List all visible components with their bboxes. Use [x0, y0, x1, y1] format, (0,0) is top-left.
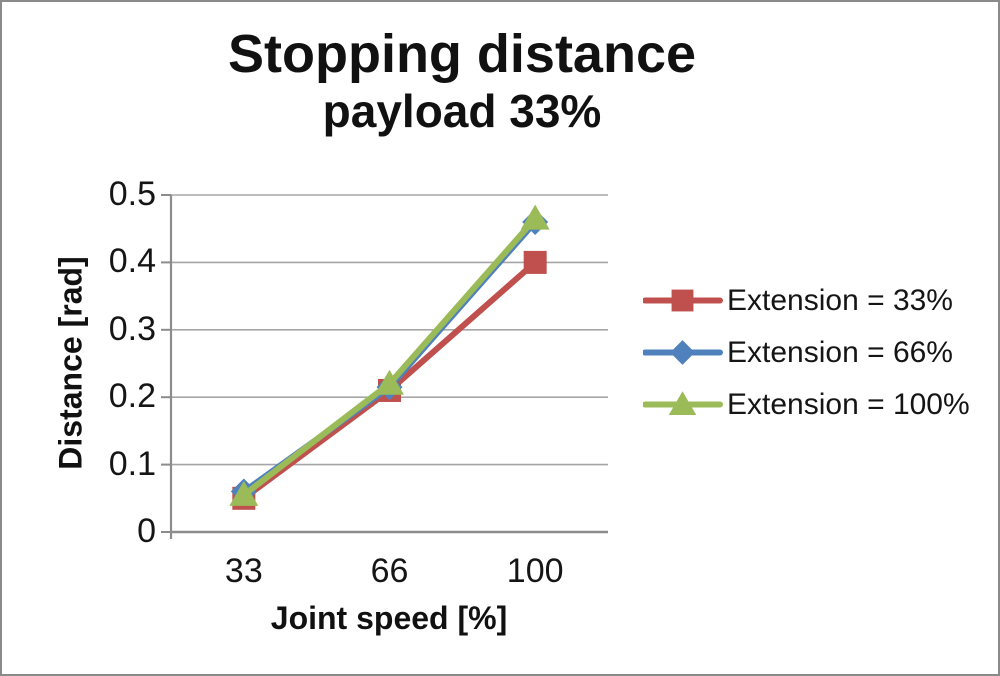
legend-label: Extension = 33%	[727, 283, 953, 317]
legend-item-extension-33: Extension = 33%	[643, 283, 970, 318]
legend-item-extension-100: Extension = 100%	[643, 387, 970, 422]
legend-key-diamond-icon	[643, 340, 723, 365]
legend-marker	[668, 391, 697, 415]
data-point-marker	[375, 369, 404, 395]
chart-subtitle: payload 33%	[322, 85, 602, 138]
legend-key-triangle-icon	[643, 391, 723, 415]
legend-label: Extension = 100%	[727, 387, 970, 421]
chart-title-block: Stopping distance payload 33%	[2, 24, 922, 138]
legend-marker	[670, 340, 695, 365]
chart-title: Stopping distance	[227, 24, 697, 84]
data-point-marker	[229, 480, 259, 506]
y-axis-title: Distance [rad]	[52, 256, 89, 470]
data-point-marker	[520, 204, 550, 230]
series-line-2	[240, 215, 539, 498]
legend-item-extension-66: Extension = 66%	[643, 335, 970, 370]
chart-legend: Extension = 33% Extension = 66% Extensio…	[643, 283, 970, 422]
legend-key-square-icon	[643, 289, 723, 312]
data-point-marker	[523, 250, 547, 274]
legend-marker	[671, 289, 694, 312]
x-axis-title: Joint speed [%]	[270, 600, 508, 636]
legend-label: Extension = 66%	[727, 335, 953, 369]
